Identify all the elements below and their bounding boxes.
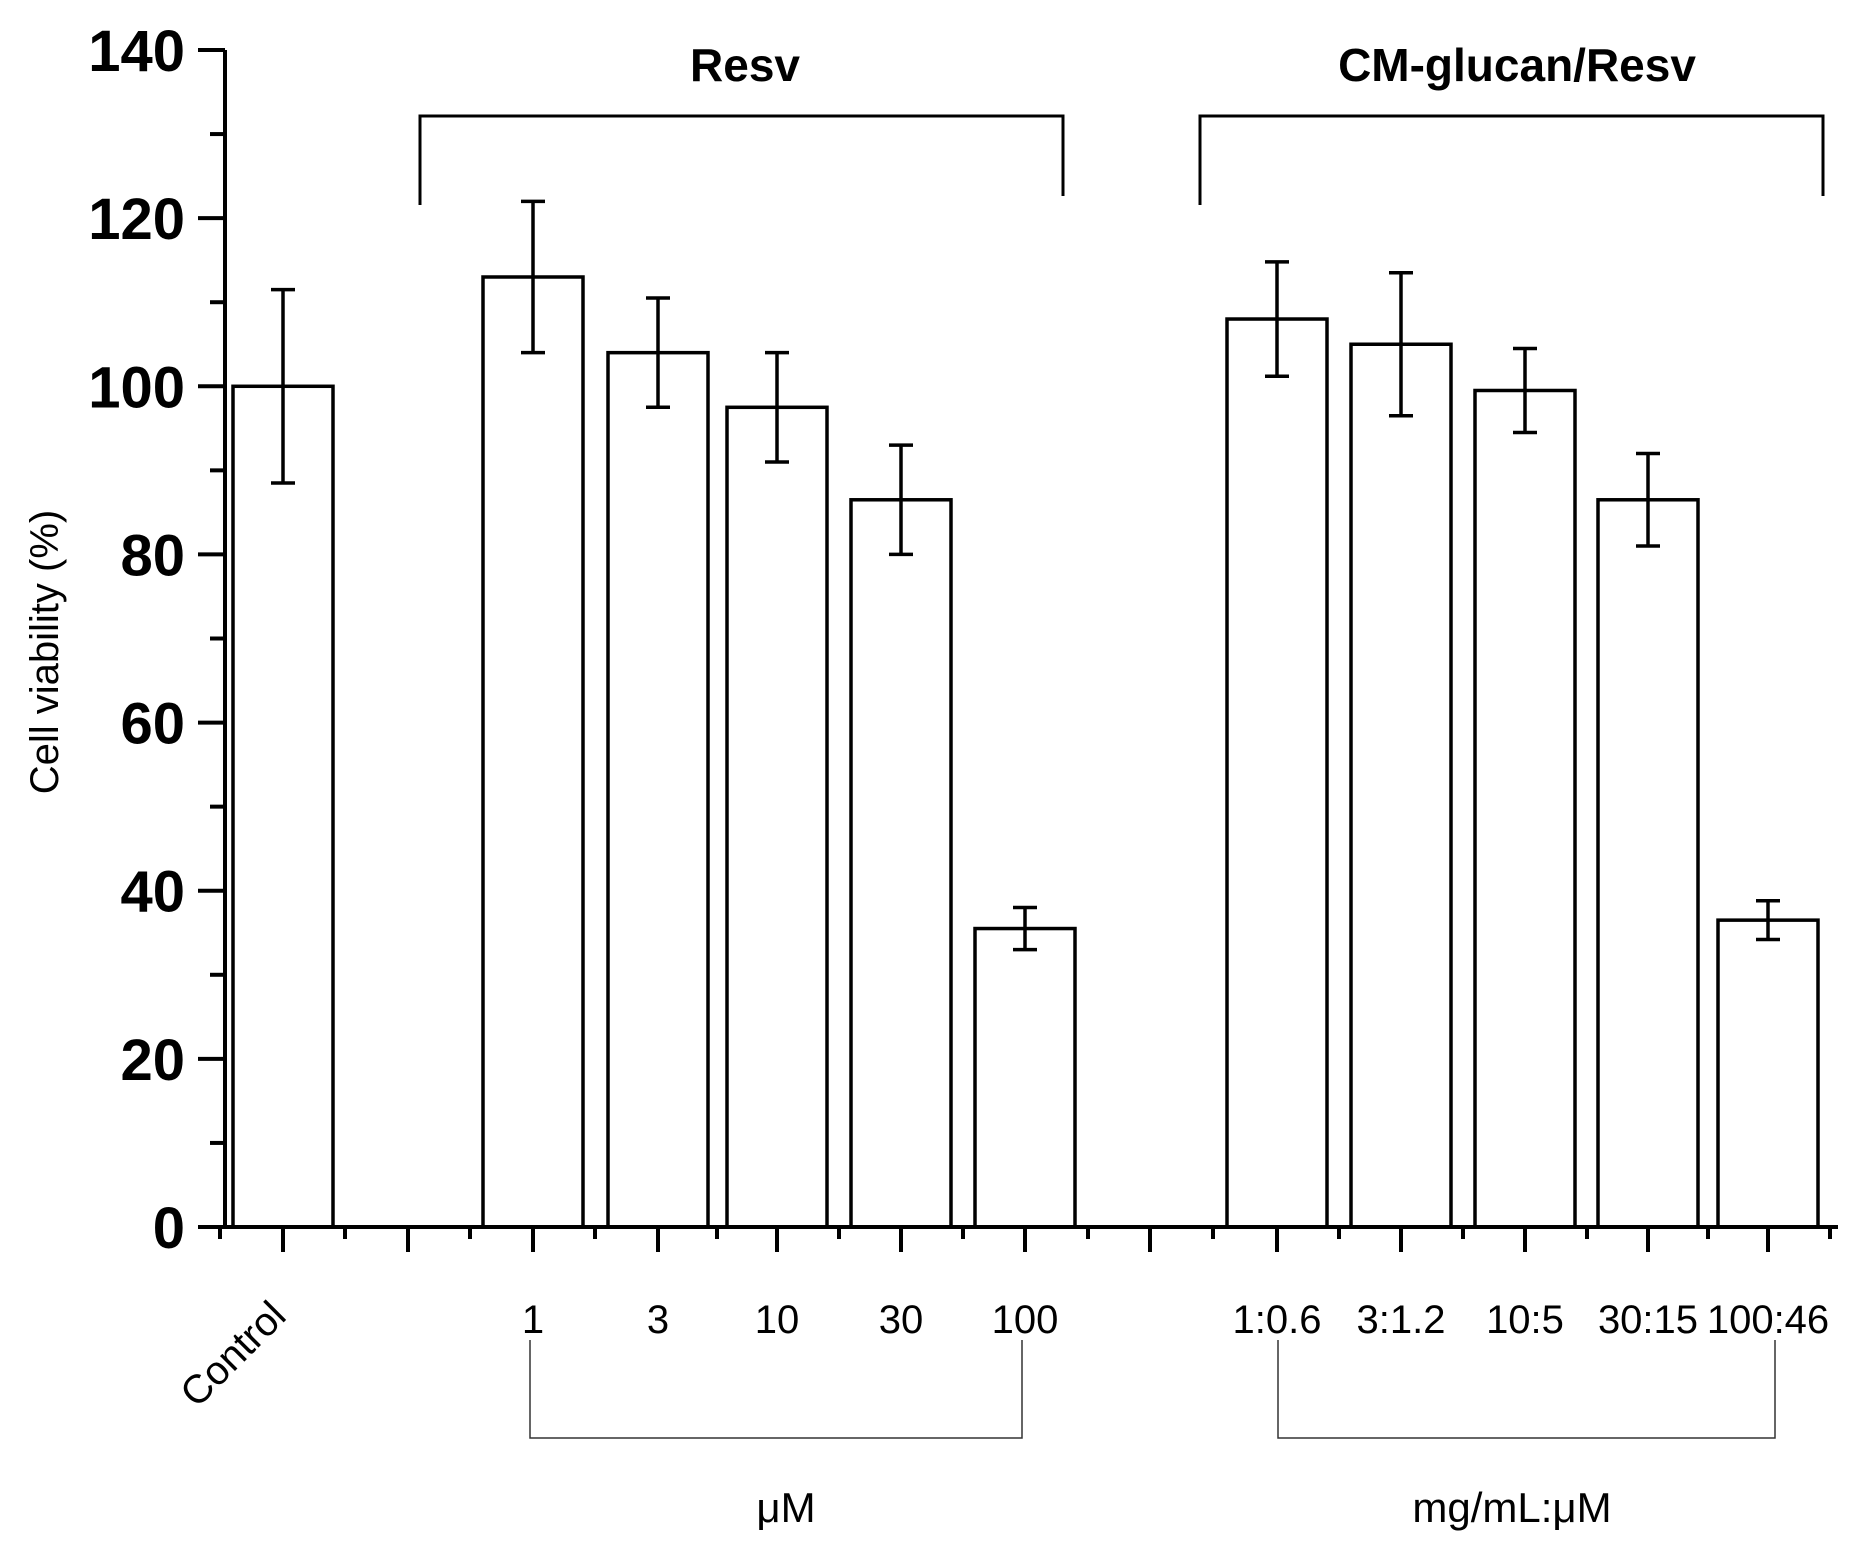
y-tick-label-20: 20 xyxy=(120,1028,185,1093)
y-axis-title: Cell viability (%) xyxy=(23,510,67,795)
category-label-6: 1:0.6 xyxy=(1233,1298,1322,1342)
category-label-5: 100 xyxy=(992,1298,1059,1342)
y-tick-label-100: 100 xyxy=(88,355,185,420)
bar-5 xyxy=(973,926,1077,1229)
group-bracket-top-1 xyxy=(1198,114,1825,205)
bar-2 xyxy=(606,350,710,1229)
category-label-10: 100:46 xyxy=(1707,1298,1829,1342)
y-tick-label-80: 80 xyxy=(120,523,185,588)
category-label-7: 3:1.2 xyxy=(1357,1298,1446,1342)
category-label-control: Control xyxy=(172,1293,294,1415)
bar-10 xyxy=(1716,918,1820,1229)
bar-3 xyxy=(725,405,829,1229)
labels-layer: Control 1 3 10 30 100 1:0.6 3:1.2 10:5 30:15 100:4… xyxy=(172,1293,1829,1415)
error-bars-layer xyxy=(271,199,1780,952)
unit-label-1: mg/mL:μM xyxy=(1412,1484,1611,1531)
category-label-2: 3 xyxy=(647,1298,669,1342)
group-title-0: Resv xyxy=(690,39,800,91)
group-title-1: CM-glucan/Resv xyxy=(1338,39,1696,91)
category-label-8: 10:5 xyxy=(1486,1298,1564,1342)
bars-layer xyxy=(231,275,1820,1229)
groups-layer: Resv μM CM-glucan/Resv mg/mL:μM xyxy=(418,39,1825,1531)
bar-1 xyxy=(481,275,585,1229)
unit-label-0: μM xyxy=(756,1484,815,1531)
y-tick-label-140: 140 xyxy=(88,19,185,84)
y-tick-label-40: 40 xyxy=(120,860,185,925)
unit-bracket-1 xyxy=(1277,1340,1776,1439)
y-ticks-layer: 0 20 40 60 80 100 120 140 xyxy=(88,19,225,1261)
group-bracket-top-0 xyxy=(418,114,1065,205)
y-tick-label-0: 0 xyxy=(153,1196,185,1261)
y-tick-label-120: 120 xyxy=(88,187,185,252)
category-label-1: 1 xyxy=(522,1298,544,1342)
category-label-3: 10 xyxy=(755,1298,800,1342)
bar-0 xyxy=(231,384,335,1229)
bar-7 xyxy=(1349,342,1453,1229)
category-label-4: 30 xyxy=(879,1298,924,1342)
bar-4 xyxy=(849,498,953,1229)
bar-9 xyxy=(1596,498,1700,1229)
unit-bracket-0 xyxy=(529,1340,1023,1439)
x-ticks-layer xyxy=(218,1227,1832,1252)
bar-8 xyxy=(1473,388,1577,1229)
bar-6 xyxy=(1225,317,1329,1229)
category-label-9: 30:15 xyxy=(1598,1298,1698,1342)
y-tick-label-60: 60 xyxy=(120,692,185,757)
